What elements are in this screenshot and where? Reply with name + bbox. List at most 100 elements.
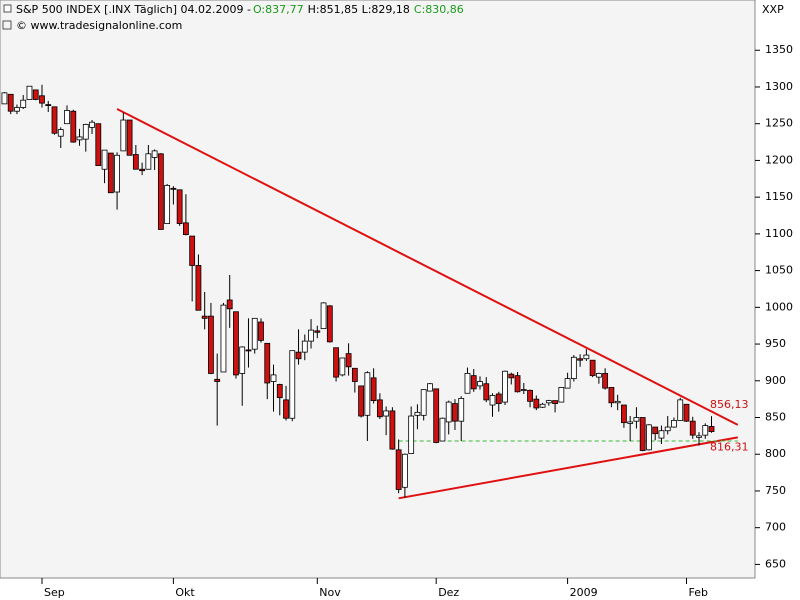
candle-body [683,403,690,422]
y-tick-label: 650 [765,557,786,570]
x-tick-label: 2009 [570,586,598,599]
candle-body [145,153,152,170]
candle-body [376,399,383,418]
y-tick-label: 850 [765,411,786,424]
candle-body [420,389,427,416]
candle-body [139,168,146,172]
candle-body [539,403,546,408]
candle-body [70,110,77,143]
y-tick-label: 1250 [765,117,793,130]
candle-body [483,383,490,401]
candle-body [414,411,421,416]
candle-body [439,417,446,442]
candle-body [470,375,477,390]
candle-body [646,424,652,451]
source-icon [2,20,12,30]
y-tick-label: 950 [765,337,786,350]
trend-line [116,108,739,426]
x-tick-label: Dez [438,586,459,599]
candle-body [389,410,396,450]
quote-value: H:851,85 L:829,18 [308,3,410,16]
candle-body [577,358,584,361]
y-tick-label: 1350 [765,43,793,56]
candle-body [120,119,127,152]
candle-body [220,304,227,373]
candle-body [326,305,333,343]
candle-body [364,372,371,416]
candle-body [89,121,95,128]
candle-body [76,136,83,141]
y-tick-label: 700 [765,521,786,534]
y-tick-label: 750 [765,484,786,497]
candle-body [314,330,321,333]
candle-body [170,187,177,190]
y-tick-label: 1150 [765,190,793,203]
candle-body [157,153,164,230]
y-tick-label: 800 [765,447,786,460]
quote-value: C:830,86 [414,3,464,16]
candle-body [251,317,258,350]
candle-body [114,154,120,193]
candle-body [14,107,20,112]
candle-body [433,388,440,443]
candle-body [602,373,609,389]
candle-body [702,425,709,436]
chart-icon [3,4,12,13]
candle-body [558,386,565,403]
line-label: 856,13 [710,398,749,411]
candle-body [301,340,308,353]
y-tick-label: 1000 [765,300,793,313]
candle-body [671,420,677,428]
y-tick-label: 1200 [765,153,793,166]
candle-body [233,311,239,376]
candle-body [639,417,646,451]
candle-body [126,119,133,156]
candle-body [132,154,139,170]
candle-body [564,378,571,389]
candle-body [358,385,365,417]
trend-line [398,436,738,500]
candle-body [45,104,52,106]
quote-value: O:837,77 [253,3,304,16]
candle-body [1,92,8,105]
candle-body [239,346,246,374]
candle-body [583,354,590,360]
candle-body [64,110,70,125]
candle-body [477,381,483,387]
candle-body [201,315,208,319]
candle-body [320,302,327,330]
candle-body [370,377,377,402]
candle-body [627,421,634,424]
candle-body [608,386,615,404]
candle-body [664,426,671,432]
x-tick-label: Feb [688,586,707,599]
candle-body [289,350,296,419]
candle-body [570,356,577,379]
candle-body [245,349,252,352]
candle-body [101,149,108,170]
x-tick-label: Nov [319,586,341,599]
candle-body [339,357,346,376]
candle-body [26,85,33,100]
x-tick-label: Okt [175,586,195,599]
candle-body [57,129,64,137]
candle-body [283,399,289,419]
y-tick-label: 1300 [765,80,793,93]
candle-body [502,370,508,403]
candle-body [614,400,621,404]
candle-body [295,351,302,360]
candle-body [621,404,627,424]
candle-body [345,353,352,368]
chart-title: S&P 500 INDEX [.INX Täglich] 04.02.2009 … [16,3,251,16]
candle-body [708,426,715,432]
candle-body [658,430,665,439]
candle-body [82,124,89,140]
candle-body [7,93,14,112]
candle-body [176,189,183,224]
candle-body [696,435,702,438]
candle-body [452,403,458,422]
candle-body [520,389,527,391]
candle-body [32,89,39,100]
candle-body [445,401,452,423]
